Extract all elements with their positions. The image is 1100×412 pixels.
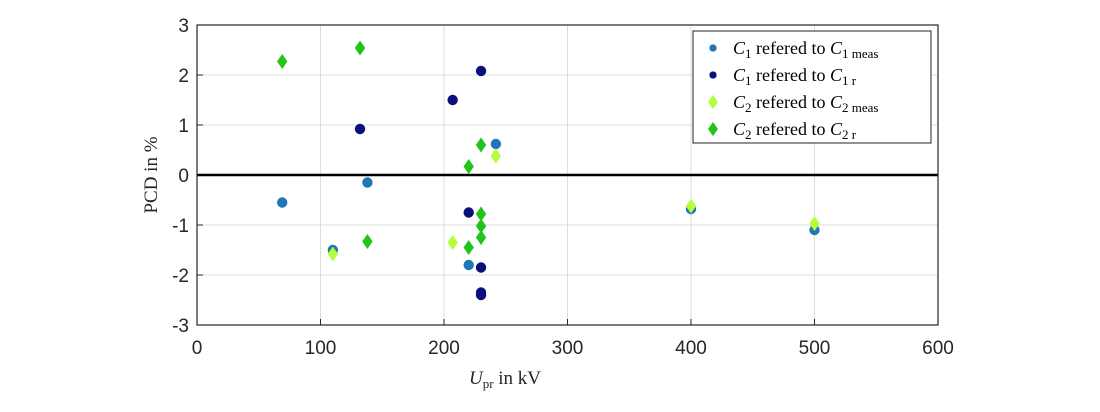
- legend-box: [692, 30, 932, 144]
- y-tick-label: -1: [172, 216, 189, 237]
- y-tick-label: 0: [178, 166, 189, 187]
- legend-entry-2: C1 refered to C1 r: [733, 65, 857, 88]
- legend-marker-2: [709, 71, 717, 79]
- series-1-point: [463, 259, 474, 271]
- series-4-point: [362, 234, 373, 249]
- series-4-point: [277, 54, 288, 69]
- series-4-point: [475, 230, 487, 245]
- legend-entry-1: C1 refered to C1 meas: [733, 38, 878, 61]
- series-3-point: [447, 235, 458, 250]
- x-axis-label: Upr in kV: [469, 368, 541, 391]
- series-3-point: [809, 216, 820, 231]
- y-tick-label: 3: [178, 16, 189, 37]
- series-3-point: [685, 198, 697, 214]
- legend-entry-3: C2 refered to C2 meas: [733, 92, 878, 115]
- x-tick-label: 100: [305, 338, 337, 359]
- series-1-point: [490, 138, 502, 150]
- y-tick-label: -3: [172, 316, 189, 337]
- x-tick-label: 0: [192, 338, 203, 359]
- plot-frame: [196, 24, 939, 326]
- series-2-point: [447, 94, 458, 106]
- x-tick-labels: 0 100 200 300 400 500 600: [192, 338, 954, 359]
- x-tick-label: 600: [922, 338, 954, 359]
- series-2-point: [475, 289, 487, 301]
- x-tick-label: 200: [428, 338, 460, 359]
- y-tick-label: 2: [178, 66, 189, 87]
- y-axis-label: PCD in %: [141, 136, 162, 213]
- series-4-point: [463, 159, 474, 174]
- legend-marker-1: [709, 44, 717, 52]
- series-3-point: [327, 246, 339, 262]
- series-4-point: [475, 137, 487, 153]
- legend-marker-4: [708, 121, 718, 137]
- series-2-point: [354, 123, 366, 135]
- series-4-point: [475, 218, 487, 234]
- series-2-point: [475, 262, 487, 273]
- series-1-point: [362, 177, 373, 188]
- series-3-point: [490, 148, 502, 164]
- x-tick-label: 300: [552, 338, 584, 359]
- series-4-point: [354, 40, 366, 56]
- legend: C1 refered to C1 meas C1 refered to C1 r C…: [692, 30, 932, 144]
- data-points: [277, 40, 820, 301]
- series-4-point: [475, 206, 487, 222]
- y-tick-label: -2: [172, 266, 189, 287]
- y-tick-label: 1: [178, 116, 189, 137]
- series-2-point: [463, 207, 474, 218]
- series-1-point: [277, 197, 288, 208]
- y-tick-labels: 3 2 1 0 -1 -2 -3: [172, 16, 189, 337]
- series-2-point: [475, 65, 487, 77]
- series-4-point: [463, 240, 474, 255]
- x-tick-label: 500: [799, 338, 831, 359]
- legend-entry-4: C2 refered to C2 r: [733, 119, 857, 142]
- x-tick-label: 400: [675, 338, 707, 359]
- legend-marker-3: [708, 94, 718, 110]
